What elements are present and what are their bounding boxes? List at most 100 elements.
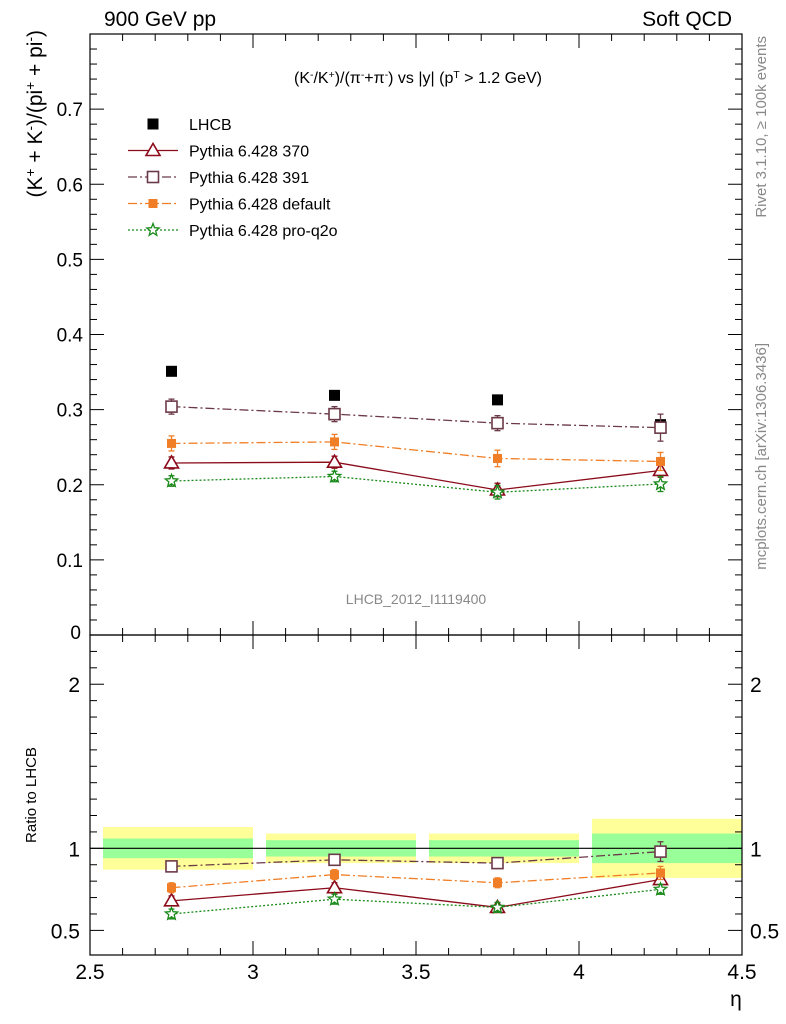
ratio-point	[654, 845, 667, 858]
ratio-point	[652, 881, 669, 897]
data-point	[489, 483, 506, 499]
y-tick-label: 0.7	[57, 100, 83, 121]
legend-marker	[148, 199, 158, 208]
data-point	[329, 389, 340, 401]
main-frame	[89, 33, 743, 636]
legend-entry: Pythia 6.428 370	[128, 141, 309, 161]
series-2	[165, 398, 667, 442]
legend-entry: Pythia 6.428 391	[128, 170, 309, 187]
legend-label: Pythia 6.428 pro-q2o	[189, 223, 338, 240]
chart-title-part: /K	[313, 70, 328, 87]
series-4	[163, 468, 669, 500]
x-tick-label: 4	[573, 961, 585, 984]
chart-title-part: -	[310, 70, 313, 81]
ratio-frame	[89, 634, 743, 956]
data-point	[326, 453, 343, 469]
data-point	[654, 421, 667, 434]
ratio-y-tick-label-left: 0.5	[51, 920, 80, 943]
series-0	[166, 365, 666, 431]
chart-title-part: T	[453, 70, 460, 81]
y-axis-label-part: -	[23, 126, 38, 131]
ratio-point	[167, 883, 176, 893]
ratio-series-3	[163, 881, 669, 921]
main-panel: 0.10.20.30.40.50.60.70(K-/K+)/(π-+π-) vs…	[23, 30, 743, 644]
series-3	[167, 433, 665, 472]
data-point	[167, 438, 176, 448]
ratio-point	[489, 899, 506, 915]
y-axis-label-part: +	[23, 82, 38, 90]
y-tick-label: 0.6	[57, 175, 83, 196]
ratio-series-line	[171, 888, 661, 915]
ratio-point	[326, 890, 343, 906]
data-point	[163, 454, 180, 469]
series-line	[171, 405, 661, 429]
legend-label: Pythia 6.428 370	[189, 144, 309, 161]
legend-label: LHCB	[189, 117, 232, 134]
chart-title-part: ) vs |y| (p	[388, 70, 453, 87]
series-line	[171, 475, 661, 493]
ratio-point	[491, 856, 504, 870]
header-right-label: Soft QCD	[642, 8, 732, 31]
legend-entry: Pythia 6.428 pro-q2o	[128, 221, 338, 240]
data-point	[163, 472, 180, 488]
chart-title-part: +π	[364, 70, 384, 87]
data-point	[652, 475, 669, 491]
x-axis-label: η	[730, 988, 742, 1011]
y-tick-label: 0.4	[57, 326, 84, 347]
legend-entry: LHCB	[147, 117, 232, 134]
y-axis-label-part: )	[24, 30, 47, 37]
data-point	[491, 416, 504, 430]
chart-title: (K-/K+)/(π-+π-) vs |y| (pT > 1.2 GeV)	[294, 70, 542, 88]
series-line	[171, 461, 661, 491]
y-tick-label: 0.2	[57, 476, 83, 497]
chart-title-part: +	[329, 70, 335, 81]
y-tick-label: 0.1	[57, 551, 83, 572]
data-point	[330, 437, 339, 447]
y-axis-label-part: (K	[24, 176, 47, 197]
y-tick-label-zero: 0	[70, 623, 81, 644]
header-left-label: 900 GeV pp	[104, 8, 217, 31]
legend-marker	[147, 118, 159, 130]
series-1	[163, 453, 669, 498]
data-point	[165, 400, 178, 413]
ratio-point	[493, 878, 502, 888]
y-axis-label-part: + pi	[24, 42, 47, 82]
legend: LHCB Pythia 6.428 370 Pythia 6.428 391 Pyth…	[128, 117, 338, 240]
chart-title-part: > 1.2 GeV)	[460, 70, 542, 87]
data-point	[166, 365, 177, 377]
data-point	[492, 394, 503, 406]
legend-marker	[145, 221, 161, 237]
ratio-y-axis-label: Ratio to LHCB	[23, 747, 40, 843]
ratio-series-1	[165, 841, 667, 873]
chart-title-part: (K	[294, 70, 310, 87]
legend-marker	[146, 170, 160, 184]
legend-label: Pythia 6.428 391	[189, 170, 309, 187]
legend-label: Pythia 6.428 default	[189, 197, 331, 214]
ratio-point	[163, 905, 180, 921]
ratio-panel: 0.5 0.5 1 1 2 2 2.5 3 3.5 4 4.5 η Ratio to LHCB	[23, 634, 779, 1011]
series-line	[171, 441, 661, 463]
data-point	[493, 453, 502, 463]
ratio-point	[656, 868, 665, 878]
y-tick-label: 0.3	[57, 401, 83, 422]
data-point	[328, 407, 341, 421]
y-axis-label-part: )/(pi	[24, 90, 47, 126]
ratio-y-tick-label-right: 1	[750, 838, 762, 861]
y-axis-label-part: -	[23, 37, 38, 42]
mcplots-reference-label: mcplots.cern.ch [arXiv:1306.3436]	[753, 343, 770, 570]
y-tick-label: 0.5	[57, 250, 83, 271]
y-axis-label-part: +	[23, 168, 38, 176]
data-point	[656, 456, 665, 466]
y-axis-label-part: + K	[24, 131, 47, 169]
chart-title-part: )/(π	[335, 70, 361, 87]
chart-title-part: -	[361, 70, 364, 81]
ratio-series-line	[171, 850, 661, 868]
data-point	[326, 468, 343, 484]
ratio-series-line	[171, 878, 661, 909]
side-text: Rivet 3.1.10, ≥ 100k events mcplots.cern.…	[753, 36, 770, 570]
ratio-series-2	[167, 865, 665, 894]
x-tick-label: 3.5	[401, 961, 430, 984]
ratio-point	[330, 870, 339, 880]
legend-marker	[144, 141, 162, 157]
